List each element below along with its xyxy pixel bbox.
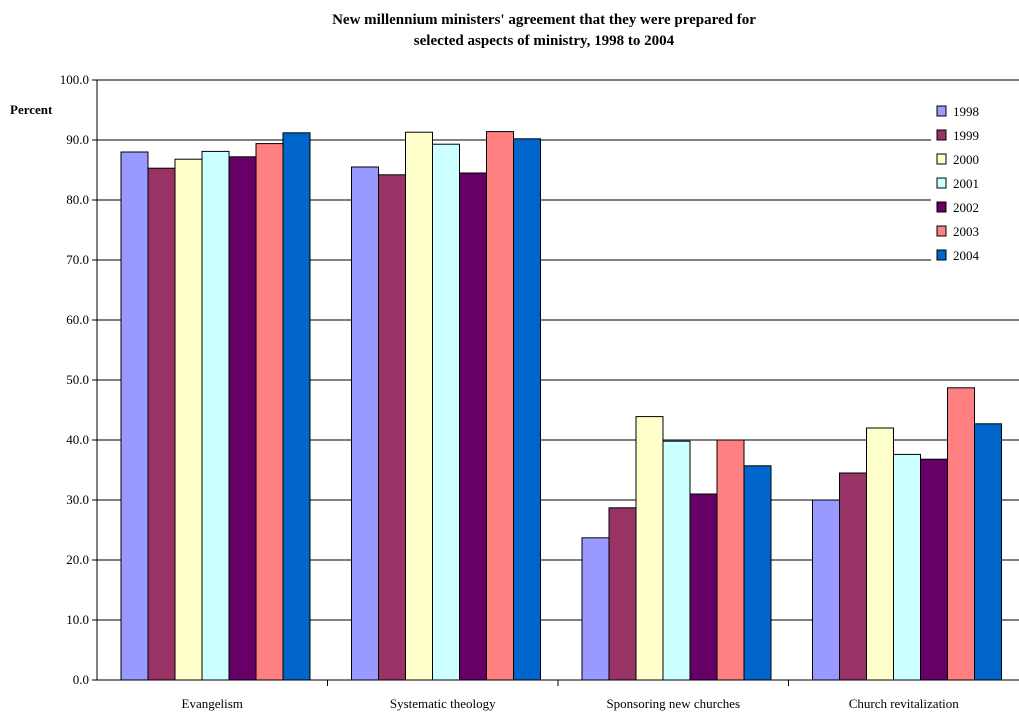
legend-label: 1999 — [953, 128, 979, 143]
bar-2004-3 — [974, 423, 1002, 681]
bar-1998-0 — [120, 151, 149, 681]
bar-2000-0 — [174, 158, 203, 681]
legend-swatch-2002 — [936, 201, 947, 213]
legend-swatch-2004 — [936, 249, 947, 261]
legend-label: 1998 — [953, 104, 979, 119]
legend-swatch-2001 — [936, 177, 947, 189]
legend-swatch-1998 — [936, 105, 947, 117]
bar-1999-0 — [147, 167, 176, 681]
x-category-label: Sponsoring new churches — [606, 696, 740, 711]
y-tick-label: 100.0 — [60, 72, 89, 87]
x-categories: Evangelism Systematic theology Sponsoring … — [182, 680, 960, 711]
x-category-label: Church revitalization — [849, 696, 960, 711]
bar-2004-0 — [282, 132, 311, 681]
y-tick-label: 20.0 — [66, 552, 89, 567]
y-tick-label: 40.0 — [66, 432, 89, 447]
bar-2000-1 — [405, 131, 433, 681]
legend-swatch-2000 — [936, 153, 947, 165]
legend-label: 2003 — [953, 224, 979, 239]
chart-title-line-2: selected aspects of ministry, 1998 to 20… — [414, 33, 675, 49]
legend-label: 2004 — [953, 248, 980, 263]
legend-label: 2001 — [953, 176, 979, 191]
y-ticks: 0.0 10.0 20.0 30.0 40.0 50.0 60.0 70.0 80.0 90.0 1… — [60, 72, 97, 687]
x-category-label: Systematic theology — [390, 696, 496, 711]
legend: 1998 1999 2000 2001 2002 2003 2004 — [931, 98, 1019, 274]
y-tick-label: 10.0 — [66, 612, 89, 627]
bar-2000-2 — [635, 416, 664, 681]
bar-2003-1 — [486, 131, 514, 681]
bar-2001-0 — [201, 150, 230, 681]
bar-2003-0 — [255, 143, 284, 681]
y-tick-label: 50.0 — [66, 372, 89, 387]
y-tick-label: 60.0 — [66, 312, 89, 327]
bar-2002-1 — [459, 172, 487, 681]
bar-1998-1 — [351, 166, 379, 681]
bar-2004-2 — [743, 465, 772, 681]
legend-label: 2000 — [953, 152, 979, 167]
y-tick-label: 70.0 — [66, 252, 89, 267]
y-tick-label: 0.0 — [73, 672, 89, 687]
legend-label: 2002 — [953, 200, 979, 215]
bar-1998-3 — [812, 499, 840, 681]
bar-2002-0 — [228, 156, 257, 681]
y-tick-label: 80.0 — [66, 192, 89, 207]
bar-2000-3 — [866, 427, 894, 681]
bar-2001-1 — [432, 143, 460, 681]
y-tick-label: 30.0 — [66, 492, 89, 507]
y-axis-label: Percent — [10, 102, 53, 117]
legend-swatch-1999 — [936, 129, 947, 141]
legend-swatch-2003 — [936, 225, 947, 237]
bar-1999-2 — [608, 507, 637, 681]
bar-2003-2 — [716, 439, 745, 681]
bar-2001-3 — [893, 453, 921, 681]
bar-1999-1 — [378, 174, 406, 681]
chart-title-line-1: New millennium ministers' agreement that… — [332, 12, 756, 28]
bar-2003-3 — [947, 387, 975, 681]
bar-2002-3 — [920, 458, 948, 681]
bars — [120, 131, 1002, 681]
bar-1998-2 — [581, 537, 610, 681]
bar-2002-2 — [689, 493, 718, 681]
bar-2001-2 — [662, 440, 691, 681]
x-category-label: Evangelism — [182, 696, 243, 711]
bar-2004-1 — [513, 138, 541, 681]
bar-1999-3 — [839, 472, 867, 681]
y-tick-label: 90.0 — [66, 132, 89, 147]
